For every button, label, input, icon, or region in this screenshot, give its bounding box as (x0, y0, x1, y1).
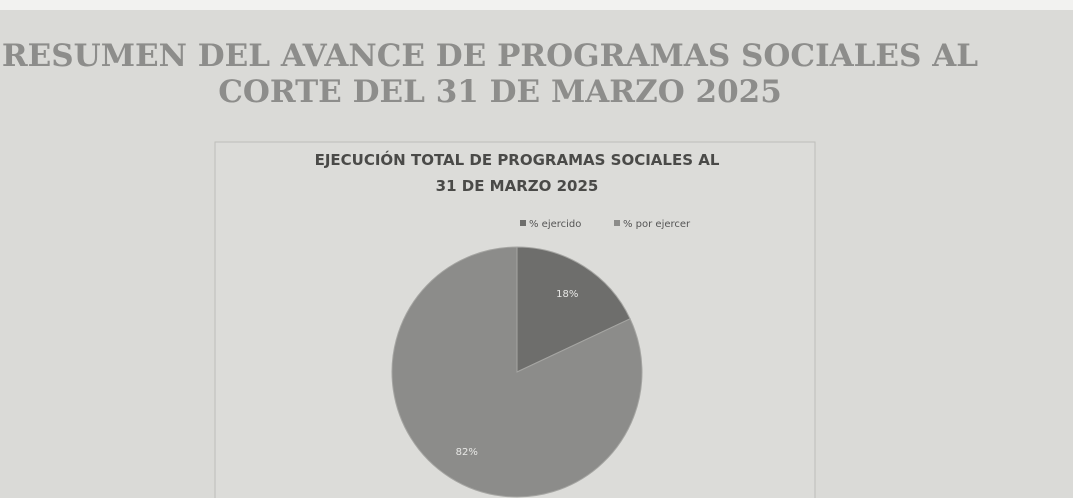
pie-slice (391, 246, 643, 498)
chart-title: 31 DE MARZO 2025 (436, 177, 599, 195)
top-edge (0, 0, 1073, 10)
legend-label: % ejercido (529, 219, 581, 230)
legend-swatch (520, 220, 526, 226)
value-label: 18% (556, 289, 578, 300)
chart-title: EJECUCIÓN TOTAL DE PROGRAMAS SOCIALES AL (315, 150, 720, 169)
heading-line: CORTE DEL 31 DE MARZO 2025 (218, 74, 782, 110)
value-label: 82% (456, 447, 478, 458)
pie-slice (516, 246, 631, 373)
legend-label: % por ejercer (623, 219, 691, 230)
heading-line: RESUMEN DEL AVANCE DE PROGRAMAS SOCIALES… (2, 38, 978, 74)
legend-swatch (614, 220, 620, 226)
